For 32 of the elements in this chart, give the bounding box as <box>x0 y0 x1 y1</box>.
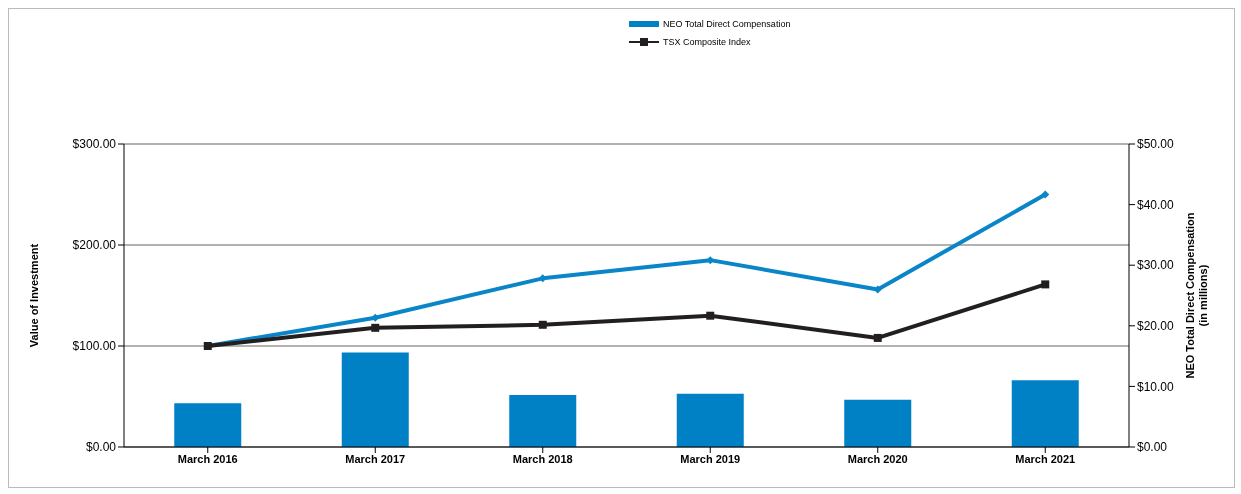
legend-label: TSX Composite Index <box>663 37 751 47</box>
x-tick-label: March 2016 <box>177 452 238 465</box>
y2-tick-label: $20.00 <box>1137 319 1175 334</box>
y-axis-title: Value of Investment <box>27 243 40 348</box>
bar <box>174 403 242 447</box>
point <box>371 323 380 332</box>
x-tick-label: March 2019 <box>680 452 741 465</box>
y-tick-label: $200.00 <box>72 238 117 253</box>
x-tick-label: March 2018 <box>512 452 573 465</box>
bar <box>341 352 409 447</box>
bar <box>844 399 912 447</box>
y2-tick-label: $10.00 <box>1137 379 1175 394</box>
bar <box>1011 380 1079 447</box>
bar <box>676 393 744 447</box>
y-tick-label: $100.00 <box>72 339 117 354</box>
y2-tick-label: $50.00 <box>1137 137 1175 152</box>
y2-tick-label: $0.00 <box>1137 440 1168 455</box>
x-tick-label: March 2020 <box>847 452 908 465</box>
point <box>1041 190 1050 199</box>
point <box>873 333 882 342</box>
x-tick-label: March 2021 <box>1015 452 1076 465</box>
point <box>538 320 547 329</box>
point <box>706 311 715 320</box>
y2-tick-label: $30.00 <box>1137 258 1175 273</box>
y2-axis-title: NEO Total Direct Compensation (in millions) <box>1184 212 1209 379</box>
bar <box>509 394 577 447</box>
y2-tick-label: $40.00 <box>1137 197 1175 212</box>
legend-label: NEO Total Direct Compensation <box>663 19 791 29</box>
x-tick-label: March 2017 <box>345 452 406 465</box>
y-tick-label: $0.00 <box>85 440 117 455</box>
point <box>1041 280 1050 289</box>
y-tick-label: $300.00 <box>72 137 117 152</box>
